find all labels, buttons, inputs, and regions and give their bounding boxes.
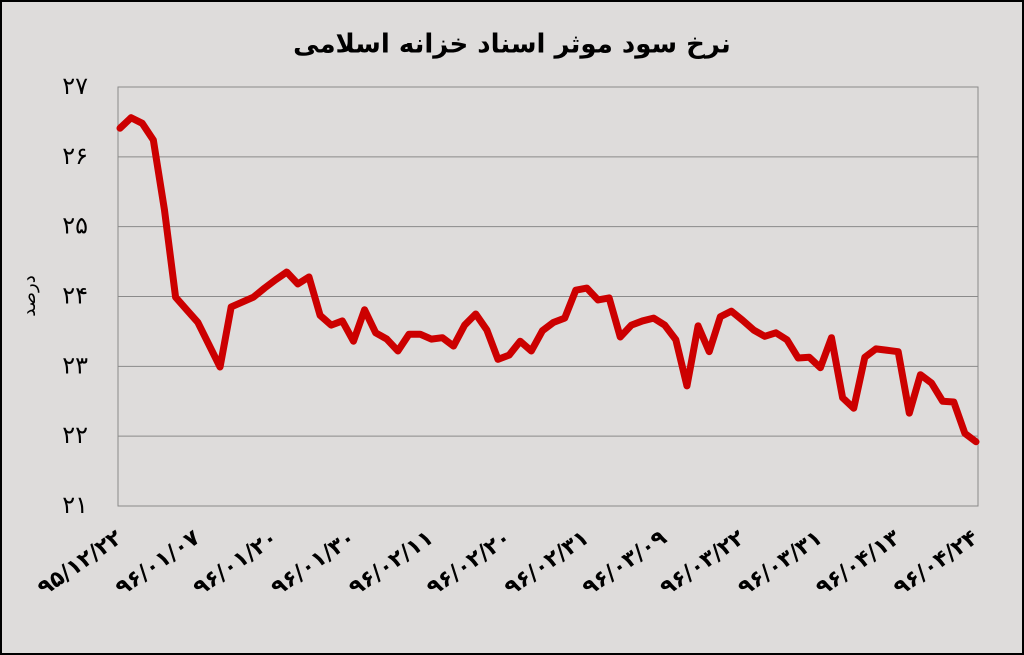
y-tick-label: ۲۶ [62,142,88,170]
chart-title: نرخ سود موثر اسناد خزانه اسلامی [293,30,731,60]
y-axis-label: درصد [19,275,40,316]
y-tick-label: ۲۵ [62,212,88,240]
y-tick-label: ۲۳ [62,351,88,379]
y-tick-label: ۲۲ [62,421,88,449]
y-tick-label: ۲۷ [62,72,88,100]
data-line [116,114,980,446]
y-tick-label: ۲۴ [62,282,88,310]
y-tick-label: ۲۱ [62,491,88,519]
